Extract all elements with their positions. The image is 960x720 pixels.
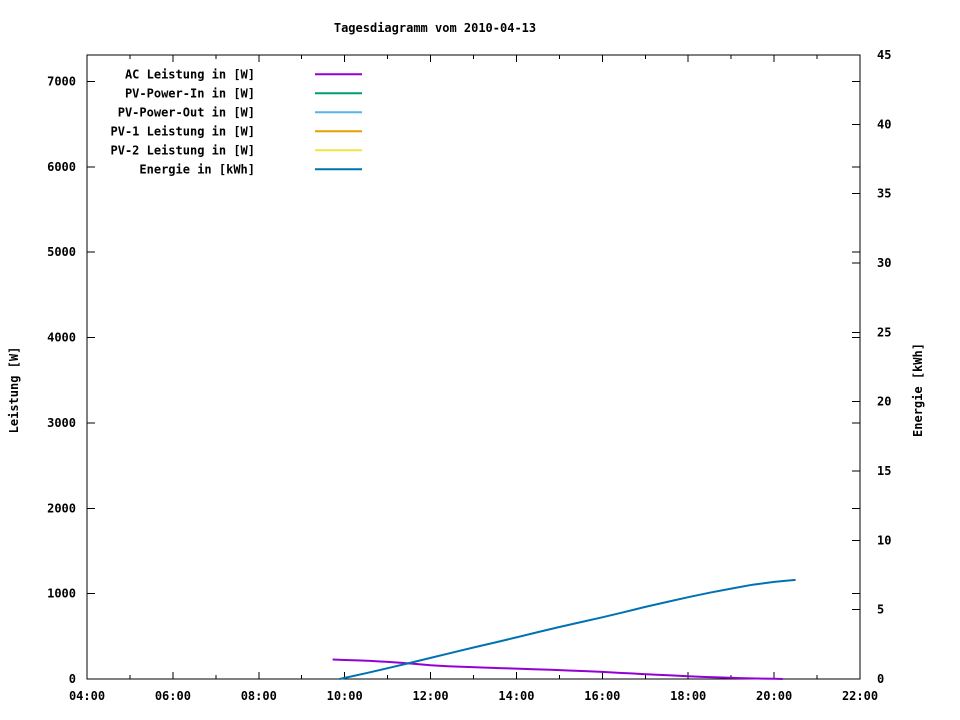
legend-label: PV-Power-In in [W] <box>125 86 255 100</box>
series-line-5 <box>339 578 796 680</box>
y-right-tick-label: 40 <box>877 117 891 131</box>
legend-label: PV-2 Leistung in [W] <box>111 143 256 157</box>
legend-entry: AC Leistung in [W] <box>125 67 362 81</box>
x-tick-label: 18:00 <box>670 689 706 703</box>
y-left-tick-label: 3000 <box>47 416 76 430</box>
legend-entry: PV-1 Leistung in [W] <box>111 124 362 138</box>
x-tick-label: 04:00 <box>69 689 105 703</box>
y-left-tick-label: 0 <box>69 672 76 686</box>
y-right-tick-label: 5 <box>877 603 884 617</box>
y-right-tick-label: 25 <box>877 325 891 339</box>
y-left-tick-label: 2000 <box>47 501 76 515</box>
y-left-axis-title: Leistung [W] <box>7 347 21 434</box>
x-tick-label: 16:00 <box>584 689 620 703</box>
y-right-tick-label: 15 <box>877 464 891 478</box>
y-left-tick-label: 6000 <box>47 160 76 174</box>
y-left-tick-label: 7000 <box>47 74 76 88</box>
y-left-tick-label: 1000 <box>47 587 76 601</box>
y-right-tick-label: 45 <box>877 48 891 62</box>
legend-label: AC Leistung in [W] <box>125 67 255 81</box>
x-tick-label: 10:00 <box>327 689 363 703</box>
y-right-tick-label: 30 <box>877 256 891 270</box>
x-tick-label: 20:00 <box>756 689 792 703</box>
legend-label: Energie in [kWh] <box>139 162 255 176</box>
y-left-tick-label: 5000 <box>47 245 76 259</box>
x-tick-label: 14:00 <box>498 689 534 703</box>
legend-entry: Energie in [kWh] <box>139 162 362 176</box>
y-left-tick-label: 4000 <box>47 331 76 345</box>
chart-title: Tagesdiagramm vom 2010-04-13 <box>334 21 536 35</box>
y-right-tick-label: 20 <box>877 395 891 409</box>
x-tick-label: 06:00 <box>155 689 191 703</box>
x-tick-label: 12:00 <box>412 689 448 703</box>
legend-entry: PV-Power-Out in [W] <box>118 105 362 119</box>
legend-label: PV-1 Leistung in [W] <box>111 124 256 138</box>
x-tick-label: 08:00 <box>241 689 277 703</box>
y-right-tick-label: 0 <box>877 672 884 686</box>
legend-entry: PV-Power-In in [W] <box>125 86 362 100</box>
y-right-tick-label: 35 <box>877 187 891 201</box>
series-line-0 <box>332 658 783 680</box>
y-right-axis-title: Energie [kWh] <box>911 343 925 437</box>
legend-label: PV-Power-Out in [W] <box>118 105 255 119</box>
legend-entry: PV-2 Leistung in [W] <box>111 143 362 157</box>
y-right-tick-label: 10 <box>877 533 891 547</box>
x-tick-label: 22:00 <box>842 689 878 703</box>
